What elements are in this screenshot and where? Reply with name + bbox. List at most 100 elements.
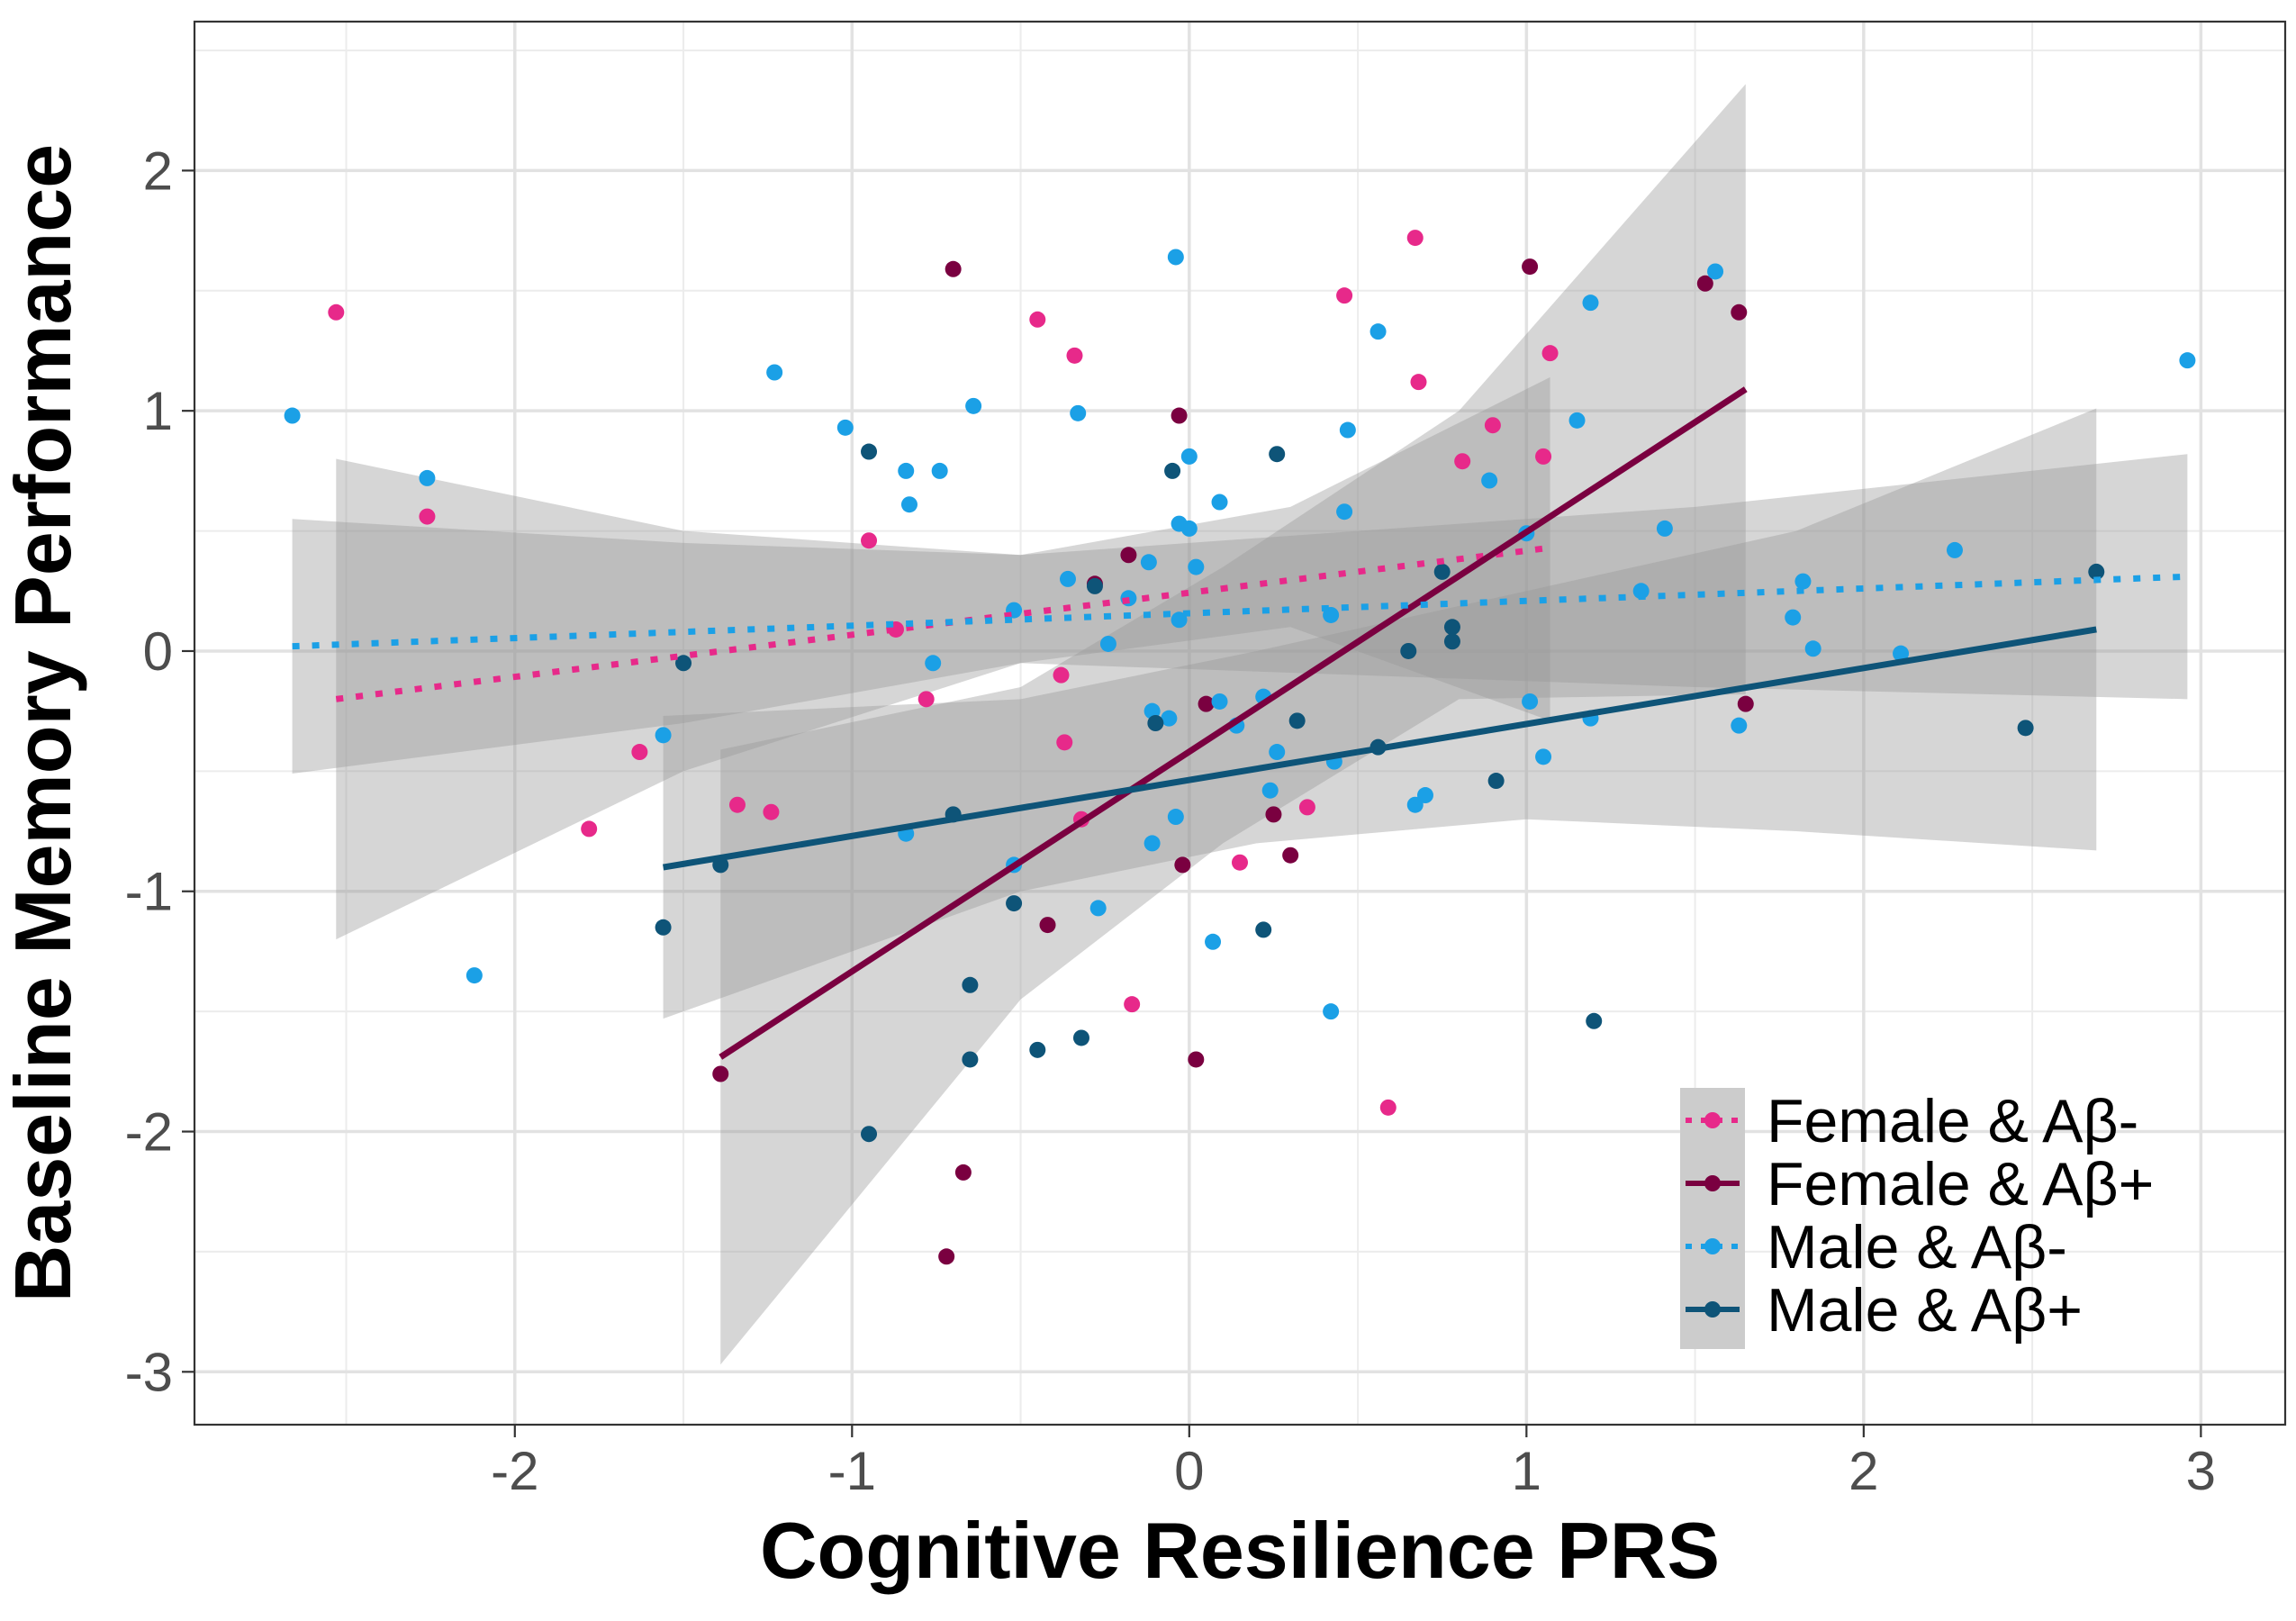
point-s2-57	[1794, 573, 1812, 590]
point-s3-13	[1164, 462, 1181, 479]
point-s2-58	[1804, 640, 1821, 657]
point-s0-9	[1029, 311, 1046, 328]
point-s2-61	[2179, 352, 2196, 369]
confidence-band-2	[292, 454, 2188, 774]
point-s0-20	[1410, 374, 1427, 391]
point-s0-21	[1454, 453, 1471, 470]
point-s0-10	[1053, 666, 1070, 684]
point-s2-38	[1323, 1003, 1340, 1020]
x-tick-label-5: 3	[2186, 1441, 2216, 1501]
point-s3-4	[861, 1126, 878, 1143]
point-s2-60	[1946, 541, 1963, 558]
point-s2-3	[655, 727, 672, 744]
point-s0-0	[328, 303, 345, 321]
point-s2-28	[1180, 448, 1198, 465]
y-tick-label-2: -1	[125, 862, 173, 922]
point-s3-14	[1255, 921, 1272, 938]
point-s2-42	[1369, 323, 1387, 340]
legend-label-2: Male & Aβ-	[1767, 1213, 2067, 1281]
point-s3-19	[1433, 563, 1451, 580]
point-s2-47	[1522, 693, 1539, 710]
point-s3-21	[1443, 633, 1460, 650]
point-s0-11	[1056, 734, 1073, 751]
legend-key-point-1	[1704, 1175, 1721, 1191]
legend-label-1: Female & Aβ+	[1767, 1150, 2154, 1218]
x-tick-label-1: -1	[828, 1441, 876, 1501]
point-s2-32	[1211, 693, 1228, 710]
point-s2-44	[1416, 787, 1433, 804]
point-s1-16	[1737, 695, 1754, 712]
point-s1-4	[1039, 917, 1056, 934]
point-s0-14	[1124, 996, 1141, 1013]
point-s3-6	[962, 976, 979, 993]
point-s1-12	[1282, 847, 1299, 864]
point-s2-6	[898, 462, 915, 479]
point-s2-25	[1167, 809, 1184, 826]
y-tick-label-5: 2	[143, 140, 173, 201]
point-s2-22	[1161, 710, 1178, 727]
point-s1-7	[1171, 407, 1188, 424]
point-s2-45	[1481, 472, 1498, 489]
point-s3-24	[2017, 720, 2034, 737]
point-s0-17	[1336, 287, 1353, 304]
point-s1-2	[945, 260, 962, 277]
point-s3-16	[1288, 712, 1306, 729]
point-s2-36	[1269, 744, 1286, 761]
point-s1-10	[1198, 695, 1215, 712]
point-s0-16	[1298, 799, 1315, 816]
point-s2-4	[766, 364, 783, 381]
point-s2-9	[931, 462, 948, 479]
point-s2-0	[284, 407, 301, 424]
point-s2-59	[1893, 645, 1910, 662]
y-tick-label-1: -2	[125, 1102, 173, 1163]
fit-line-0	[335, 544, 1550, 702]
y-tick-label-0: -3	[125, 1342, 173, 1402]
point-s2-2	[466, 967, 483, 984]
point-s3-11	[1086, 577, 1103, 594]
point-s3-22	[1487, 773, 1505, 790]
point-s0-24	[1541, 345, 1559, 362]
point-s1-6	[1120, 547, 1137, 564]
point-s2-21	[1143, 835, 1161, 852]
point-s3-7	[962, 1051, 979, 1068]
point-s1-13	[1522, 258, 1539, 276]
y-tick-label-4: 1	[143, 381, 173, 441]
panel-border	[193, 20, 2287, 1426]
legend-key-point-0	[1704, 1112, 1721, 1128]
legend: Female & Aβ-Female & Aβ+Male & Aβ-Male &…	[1680, 1087, 2154, 1349]
point-s2-48	[1535, 748, 1552, 765]
point-s0-6	[861, 532, 878, 549]
point-s2-55	[1731, 717, 1748, 734]
x-tick-label-4: 2	[1849, 1441, 1878, 1501]
point-s2-19	[1140, 554, 1157, 571]
x-axis-title: Cognitive Resilience PRS	[760, 1506, 1720, 1595]
point-s1-11	[1265, 806, 1282, 823]
x-tick-label-2: 0	[1174, 1441, 1204, 1501]
fit-line-3	[663, 626, 2097, 871]
point-s2-54	[1707, 263, 1724, 280]
legend-label-0: Female & Aβ-	[1767, 1087, 2138, 1155]
point-s0-3	[631, 744, 648, 761]
point-s2-35	[1261, 782, 1279, 799]
point-s3-10	[1072, 1029, 1089, 1046]
point-s1-14	[1696, 275, 1713, 292]
point-s3-23	[1586, 1012, 1603, 1029]
grid-lines	[194, 22, 2285, 1425]
point-s0-8	[917, 691, 935, 708]
point-s0-1	[419, 508, 436, 525]
point-s2-7	[900, 496, 917, 513]
point-s2-29	[1188, 558, 1205, 575]
point-s2-53	[1656, 520, 1673, 537]
point-s3-8	[1006, 895, 1023, 912]
point-s2-15	[1070, 404, 1087, 421]
point-s3-0	[655, 919, 672, 936]
point-s2-50	[1582, 294, 1599, 312]
point-s3-25	[2088, 563, 2105, 580]
axes: -2 -1 0 1 2 3 -3 -2 -1 0 1 2	[125, 140, 2216, 1501]
point-s3-20	[1443, 619, 1460, 636]
x-tick-label-0: -2	[491, 1441, 538, 1501]
point-s0-15	[1232, 854, 1248, 871]
point-s1-3	[954, 1164, 972, 1181]
point-s2-17	[1099, 635, 1116, 652]
